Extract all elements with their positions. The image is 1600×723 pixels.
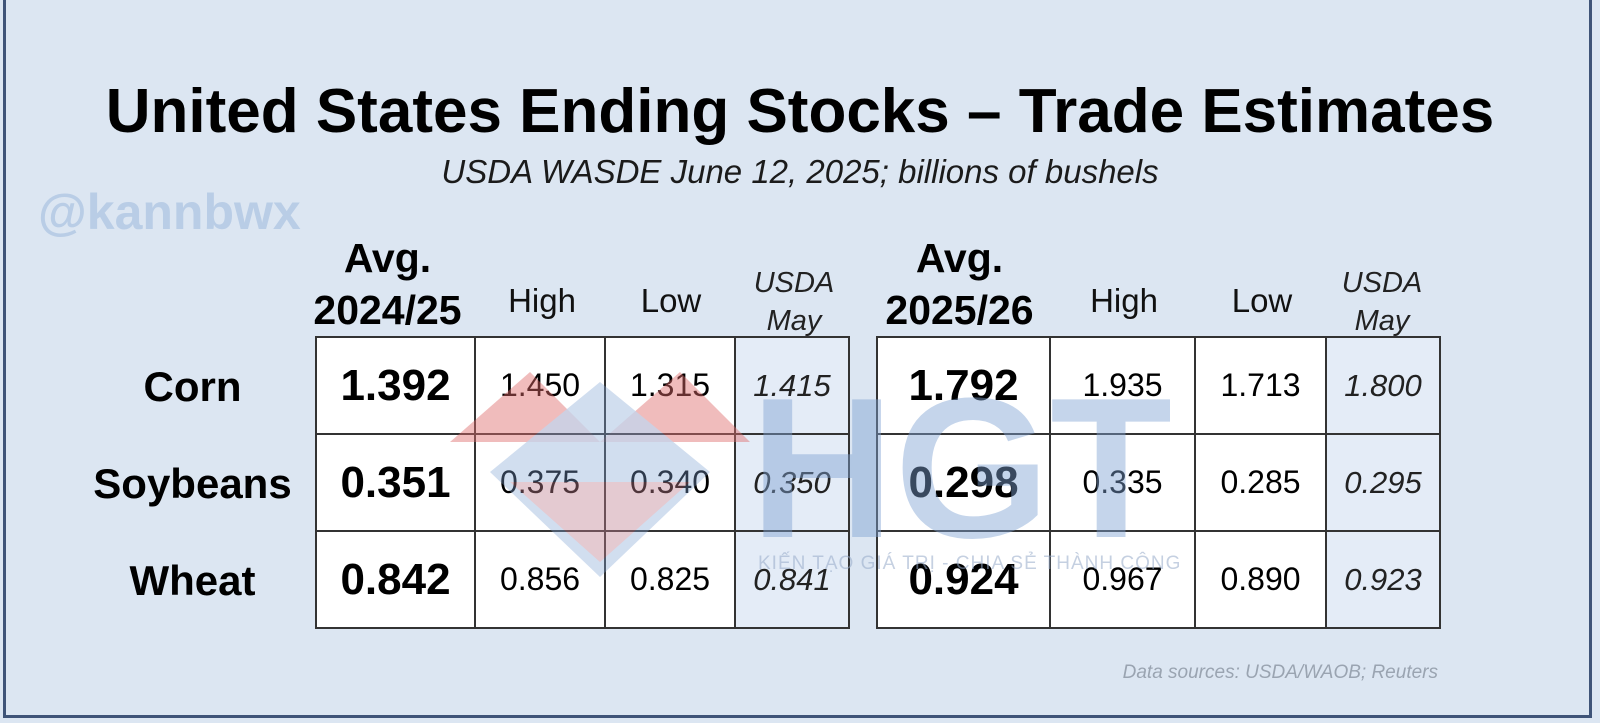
cell-avg: 1.392 — [315, 336, 476, 435]
cell-high: 0.856 — [474, 530, 606, 629]
cell-low: 1.315 — [604, 336, 736, 435]
cell-low: 0.890 — [1194, 530, 1327, 629]
logo-tagline: KIẾN TẠO GIÁ TRỊ - CHIA SẺ THÀNH CÔNG — [758, 553, 1182, 574]
cell-high: 0.335 — [1049, 433, 1196, 532]
header-may-label: May — [766, 305, 822, 337]
page-title: United States Ending Stocks – Trade Esti… — [105, 77, 1495, 146]
cell-low: 0.340 — [604, 433, 736, 532]
table-row-soybeans: 0.351 0.375 0.340 0.350 — [315, 433, 850, 532]
cell-low: 0.285 — [1194, 433, 1327, 532]
cell-avg: 0.351 — [315, 433, 476, 532]
cell-usda-may: 0.295 — [1325, 433, 1441, 532]
cell-high: 1.450 — [474, 336, 606, 435]
cell-avg: 0.298 — [876, 433, 1051, 532]
cell-usda-may: 1.415 — [734, 336, 850, 435]
header-avg-label: Avg. — [915, 235, 1004, 281]
data-source-note: Data sources: USDA/WAOB; Reuters — [1122, 662, 1438, 683]
table-row-wheat: 0.924 0.967 0.890 0.923 — [876, 530, 1441, 629]
cell-avg: 1.792 — [876, 336, 1051, 435]
cell-usda-may: 1.800 — [1325, 336, 1441, 435]
header-year-label: 2025/26 — [885, 287, 1034, 333]
header-may-label: May — [1354, 305, 1410, 337]
table-2025-26: 1.792 1.935 1.713 1.800 0.298 0.335 0.28… — [876, 336, 1441, 629]
cell-usda-may: 0.350 — [734, 433, 850, 532]
cell-high: 1.935 — [1049, 336, 1196, 435]
header-avg-2025-26: Avg. 2025/26 — [872, 232, 1047, 336]
table-2024-25: 1.392 1.450 1.315 1.415 0.351 0.375 0.34… — [315, 336, 850, 629]
header-usda-may-2024-25: USDA May — [738, 264, 850, 340]
cell-low: 1.713 — [1194, 336, 1327, 435]
cell-low: 0.825 — [604, 530, 736, 629]
header-usda-label: USDA — [753, 267, 835, 299]
header-avg-2024-25: Avg. 2024/25 — [300, 232, 475, 336]
cell-high: 0.375 — [474, 433, 606, 532]
cell-avg: 0.924 — [876, 530, 1051, 629]
header-avg-label: Avg. — [343, 235, 432, 281]
table-row-wheat: 0.842 0.856 0.825 0.841 — [315, 530, 850, 629]
page-subtitle: USDA WASDE June 12, 2025; billions of bu… — [441, 153, 1159, 190]
table-row-soybeans: 0.298 0.335 0.285 0.295 — [876, 433, 1441, 532]
header-high-2024-25: High — [508, 282, 576, 319]
header-usda-label: USDA — [1341, 267, 1423, 299]
row-label-wheat: Wheat — [129, 557, 256, 604]
cell-usda-may: 0.841 — [734, 530, 850, 629]
table-row-corn: 1.392 1.450 1.315 1.415 — [315, 336, 850, 435]
table-row-corn: 1.792 1.935 1.713 1.800 — [876, 336, 1441, 435]
header-year-label: 2024/25 — [313, 287, 462, 333]
row-label-soybeans: Soybeans — [93, 460, 292, 507]
watermark-handle: @kannbwx — [38, 184, 301, 240]
row-label-corn: Corn — [143, 363, 242, 410]
cell-avg: 0.842 — [315, 530, 476, 629]
cell-high: 0.967 — [1049, 530, 1196, 629]
header-usda-may-2025-26: USDA May — [1326, 264, 1438, 340]
header-low-2024-25: Low — [640, 282, 702, 319]
header-high-2025-26: High — [1090, 282, 1158, 319]
cell-usda-may: 0.923 — [1325, 530, 1441, 629]
header-low-2025-26: Low — [1231, 282, 1293, 319]
